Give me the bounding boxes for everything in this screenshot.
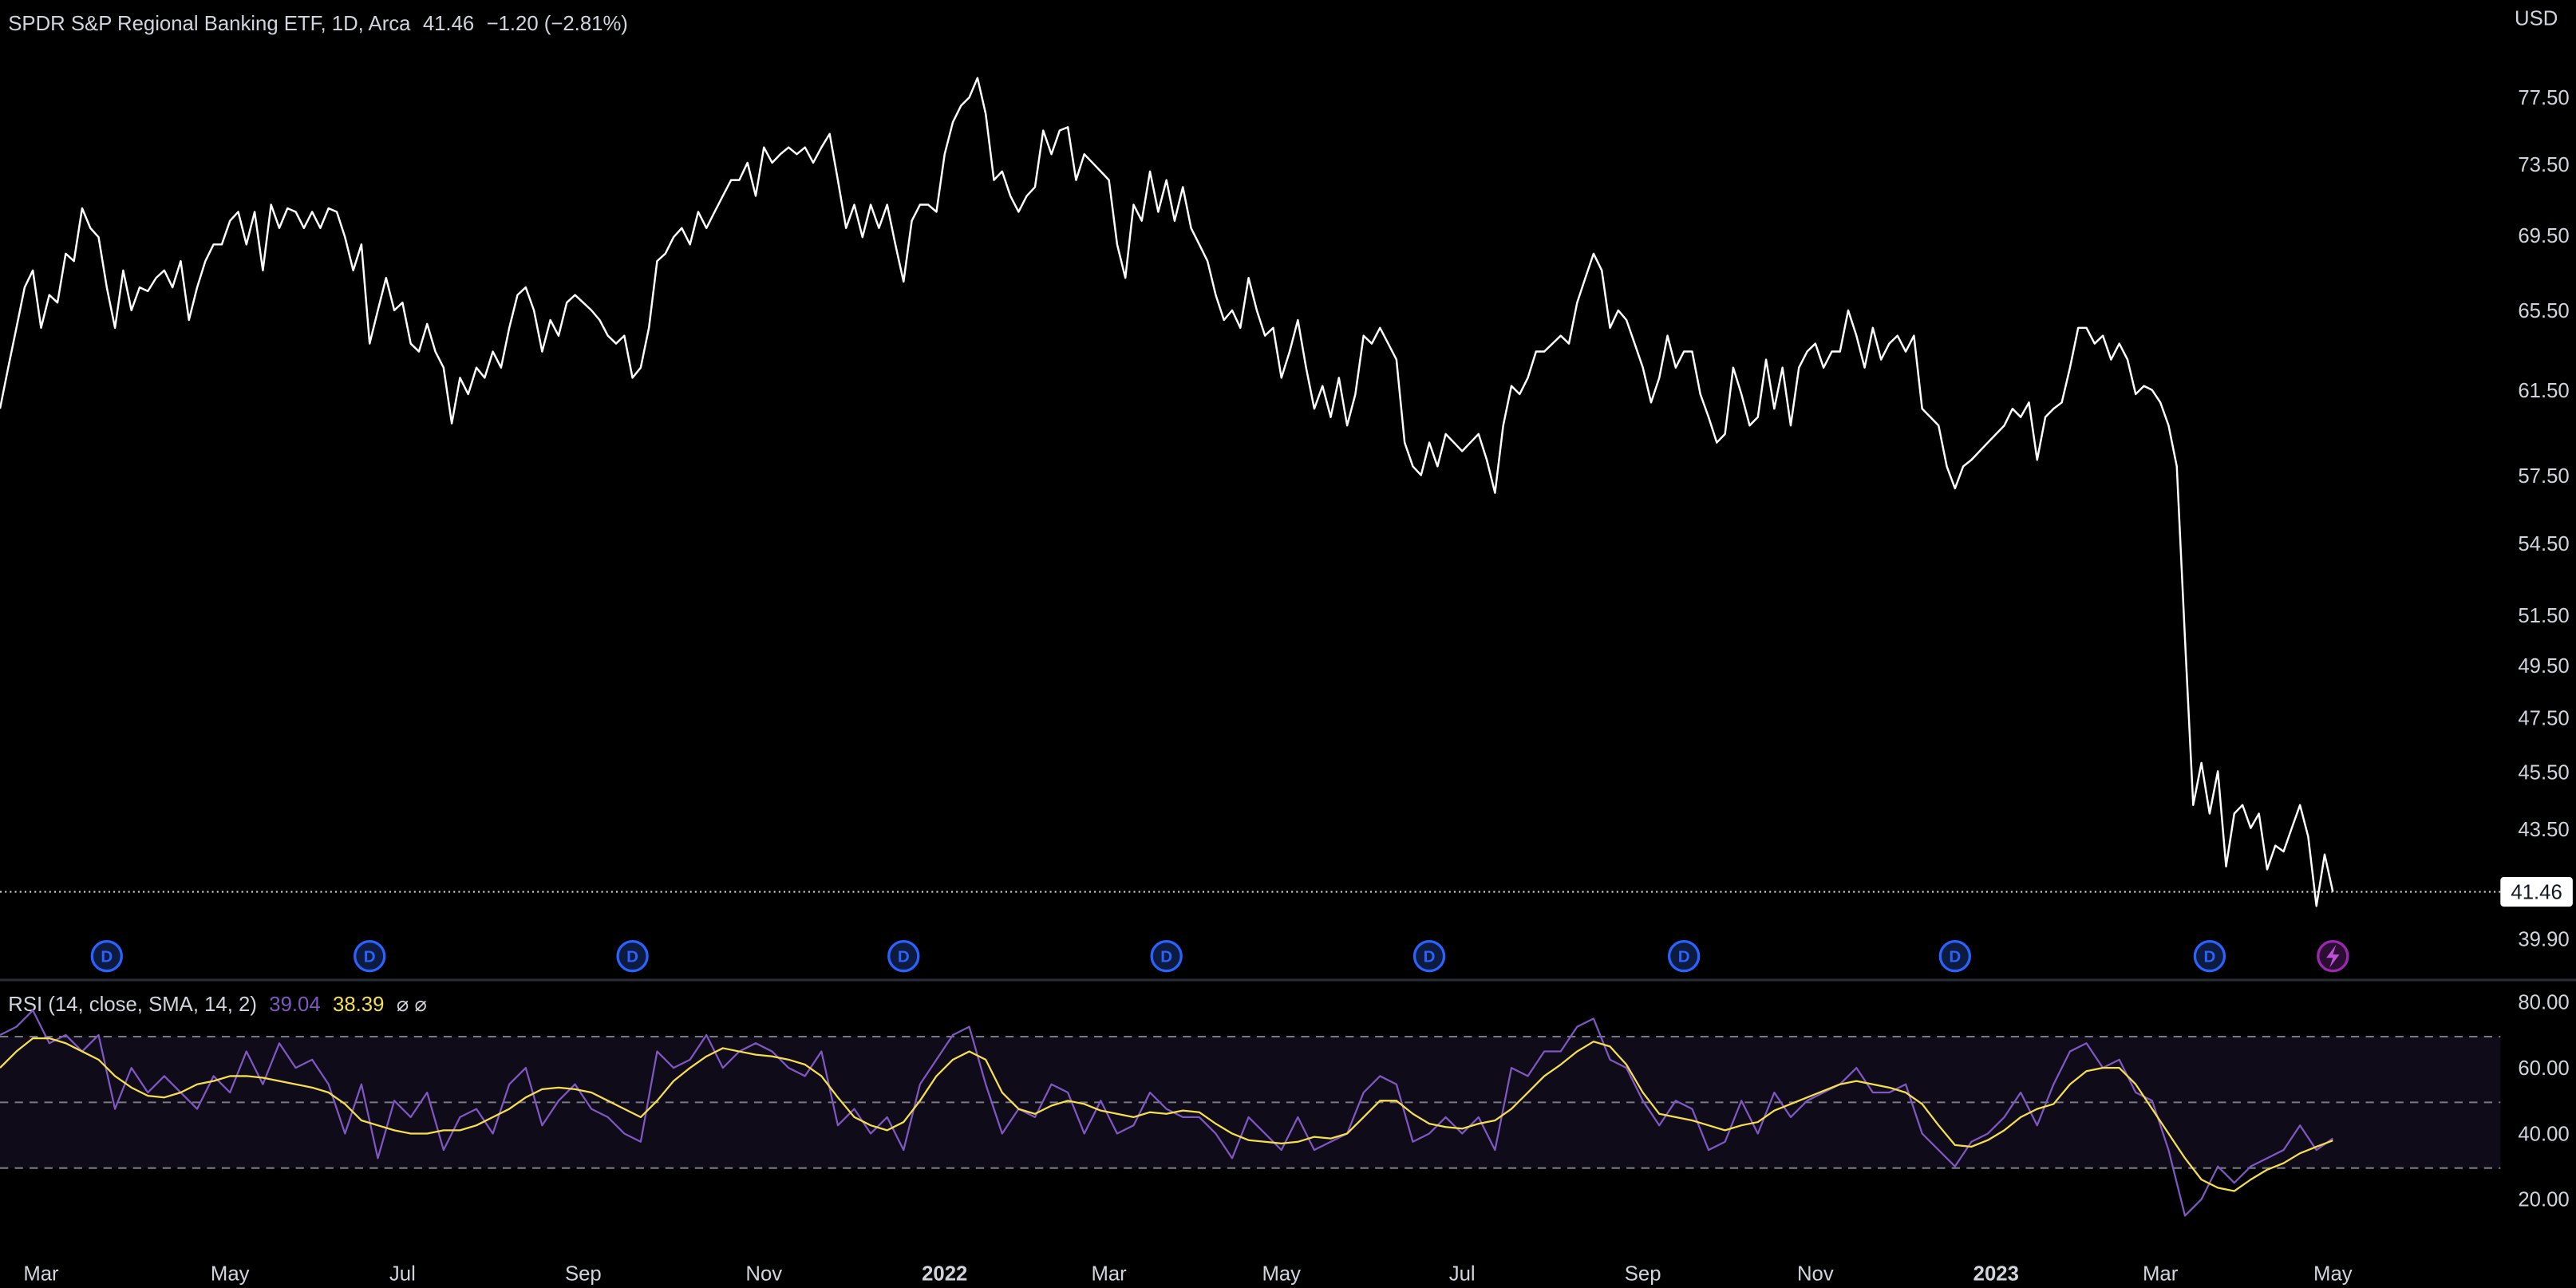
y-tick-label: 51.50 bbox=[2518, 605, 2569, 627]
x-tick-label: Nov bbox=[745, 1262, 782, 1285]
rsi-title: RSI (14, close, SMA, 14, 2) bbox=[8, 994, 257, 1016]
dividend-circle[interactable] bbox=[1938, 939, 1971, 973]
dividend-label[interactable]: D bbox=[1678, 948, 1690, 966]
rsi-value: 39.04 bbox=[269, 994, 320, 1016]
y-tick-label: 60.00 bbox=[2518, 1057, 2569, 1080]
alert-icon[interactable] bbox=[2317, 939, 2349, 973]
dividend-label[interactable]: D bbox=[2203, 948, 2215, 966]
rsi-header: RSI (14, close, SMA, 14, 2) 39.04 38.39 … bbox=[8, 994, 427, 1016]
dividend-circle[interactable] bbox=[354, 939, 386, 973]
y-tick-label: 80.00 bbox=[2518, 992, 2569, 1014]
dividend-label[interactable]: D bbox=[626, 948, 638, 966]
rsi-sma-value: 38.39 bbox=[333, 994, 384, 1016]
dividend-label[interactable]: D bbox=[1424, 948, 1436, 966]
y-tick-label: 39.90 bbox=[2518, 928, 2569, 950]
x-tick-label: Jul bbox=[389, 1262, 416, 1285]
x-tick-label: Sep bbox=[565, 1262, 602, 1285]
dividend-marker[interactable]: D bbox=[1667, 939, 1701, 973]
x-tick-label: May bbox=[2313, 1262, 2353, 1285]
y-tick-label: 73.50 bbox=[2518, 154, 2569, 176]
x-tick-label: Sep bbox=[1625, 1262, 1661, 1285]
dividend-circle[interactable] bbox=[2193, 939, 2226, 973]
y-tick-label: 69.50 bbox=[2518, 225, 2569, 247]
x-tick-label: 2023 bbox=[1973, 1262, 2019, 1285]
dividend-circle[interactable] bbox=[90, 939, 123, 973]
dividend-label[interactable]: D bbox=[1949, 948, 1961, 966]
dividend-circle[interactable] bbox=[1412, 939, 1446, 973]
y-tick-label: 65.50 bbox=[2518, 300, 2569, 322]
dividend-circle[interactable] bbox=[616, 939, 649, 973]
rsi-line bbox=[0, 1037, 2333, 1192]
price-line bbox=[0, 77, 2334, 907]
y-tick-label: 43.50 bbox=[2518, 819, 2569, 841]
y-tick-label: 49.50 bbox=[2518, 655, 2569, 678]
dividend-marker[interactable]: D bbox=[354, 939, 386, 973]
y-tick-label: 61.50 bbox=[2518, 380, 2569, 402]
currency-label: USD bbox=[2515, 8, 2558, 30]
x-tick-label: Jul bbox=[1449, 1262, 1476, 1285]
x-tick-label: May bbox=[1262, 1262, 1301, 1285]
dividend-marker[interactable]: D bbox=[887, 939, 920, 973]
rsi-flags: ⌀ ⌀ bbox=[397, 994, 427, 1016]
x-tick-label: Nov bbox=[1797, 1262, 1834, 1285]
y-tick-label: 20.00 bbox=[2518, 1189, 2569, 1211]
dividend-marker[interactable]: D bbox=[2193, 939, 2226, 973]
dividend-circle[interactable] bbox=[1150, 939, 1183, 973]
dividend-marker[interactable]: D bbox=[90, 939, 123, 973]
dividend-marker[interactable]: D bbox=[1412, 939, 1446, 973]
y-tick-label: 77.50 bbox=[2518, 87, 2569, 109]
alert-bolt[interactable] bbox=[2326, 944, 2340, 968]
chart-header: SPDR S&P Regional Banking ETF, 1D, Arca … bbox=[8, 13, 628, 35]
y-tick-label: 40.00 bbox=[2518, 1123, 2569, 1145]
last-price-tag-label: 41.46 bbox=[2511, 881, 2562, 903]
x-tick-label: Mar bbox=[1091, 1262, 1127, 1285]
x-tick-label: 2022 bbox=[922, 1262, 967, 1285]
x-tick-label: Mar bbox=[2143, 1262, 2179, 1285]
y-tick-label: 54.50 bbox=[2518, 533, 2569, 555]
dividend-marker[interactable]: D bbox=[1938, 939, 1971, 973]
dividend-circle[interactable] bbox=[1667, 939, 1701, 973]
y-tick-label: 57.50 bbox=[2518, 465, 2569, 488]
x-tick-label: Mar bbox=[23, 1262, 59, 1285]
dividend-label[interactable]: D bbox=[898, 948, 910, 966]
y-tick-label: 47.50 bbox=[2518, 707, 2569, 729]
rsi-line bbox=[0, 1009, 2333, 1217]
x-tick-label: May bbox=[211, 1262, 250, 1285]
dividend-label[interactable]: D bbox=[1160, 948, 1172, 966]
last-price: 41.46 bbox=[423, 13, 474, 35]
y-tick-label: 45.50 bbox=[2518, 762, 2569, 784]
dividend-marker[interactable]: D bbox=[616, 939, 649, 973]
chart-title: SPDR S&P Regional Banking ETF, 1D, Arca bbox=[8, 13, 411, 35]
dividend-label[interactable]: D bbox=[101, 948, 113, 966]
dividend-circle[interactable] bbox=[887, 939, 920, 973]
dividend-marker[interactable]: D bbox=[1150, 939, 1183, 973]
dividend-label[interactable]: D bbox=[364, 948, 376, 966]
price-change: −1.20 (−2.81%) bbox=[487, 13, 628, 35]
last-price-tag bbox=[2500, 877, 2573, 907]
